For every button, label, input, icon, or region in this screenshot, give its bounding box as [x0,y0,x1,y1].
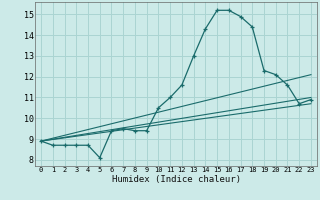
X-axis label: Humidex (Indice chaleur): Humidex (Indice chaleur) [111,175,241,184]
